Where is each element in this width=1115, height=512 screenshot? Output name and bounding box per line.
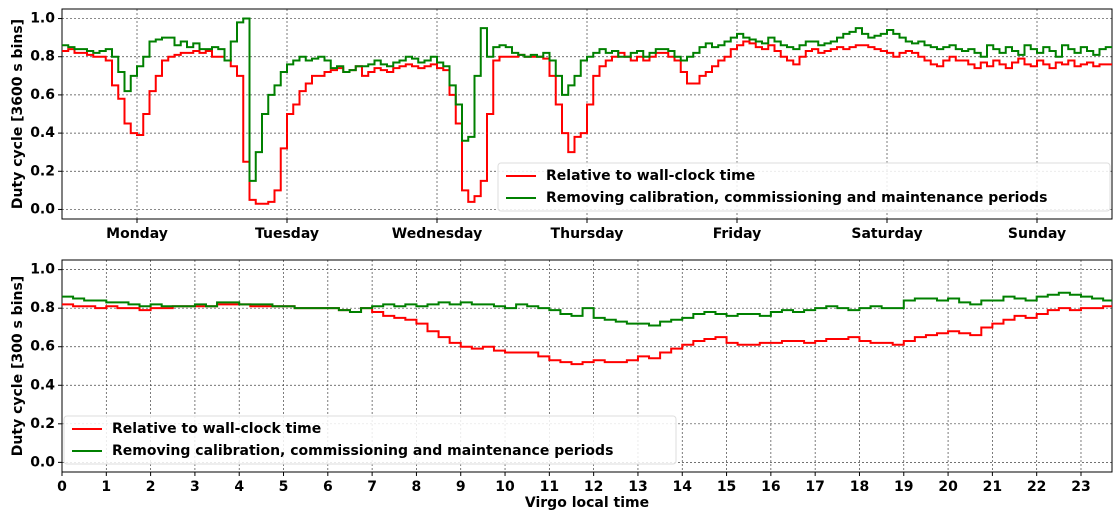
x-tick-label: 10 [495,479,515,495]
x-tick-label: 2 [146,479,156,495]
axes-frame [61,259,1113,473]
x-tick-label: Tuesday [255,226,319,242]
x-tick-label: 7 [367,479,377,495]
x-tick-label: 8 [412,479,422,495]
x-tick-label: 23 [1071,479,1090,495]
legend-box [497,162,1111,212]
y-tick-label: 0.4 [30,125,55,141]
plot-lines [62,291,1112,366]
y-tick-label: 0.8 [30,49,55,65]
x-axis-label: Virgo local time [525,495,649,511]
x-tick-label: Saturday [851,226,922,242]
x-tick-label: 4 [234,479,244,495]
x-tick-label: Friday [713,226,762,242]
x-tick-label: Thursday [551,226,624,242]
y-tick-label: 0.2 [30,163,55,179]
y-tick-label: 0.6 [30,87,55,103]
legend-label: Removing calibration, commissioning and … [546,190,1047,206]
y-tick-label: 1.0 [30,11,55,27]
x-tick-label: 9 [456,479,466,495]
y-tick-label: 0.8 [30,300,55,316]
x-tick-label: 12 [584,479,603,495]
series-line [62,40,1112,205]
y-tick-label: 0.2 [30,416,55,432]
legend-label: Relative to wall-clock time [112,421,321,437]
x-tick-label: 22 [1027,479,1046,495]
x-tick-label: 13 [628,479,647,495]
x-tick-label: 16 [761,479,780,495]
x-tick-label: 21 [983,479,1002,495]
y-axis-label: Duty cycle [3600 s bins] [10,19,26,209]
x-tick-label: 6 [323,479,333,495]
x-tick-label: 19 [894,479,913,495]
x-tick-label: Monday [106,226,168,242]
x-tick-label: 20 [938,479,958,495]
plot-lines [62,17,1112,205]
series-line [62,303,1112,366]
y-tick-label: 1.0 [30,262,55,278]
axes-frame [61,8,1113,220]
x-tick-label: 17 [805,479,824,495]
x-tick-label: Sunday [1008,226,1066,242]
x-tick-label: 1 [101,479,111,495]
x-tick-label: 15 [717,479,736,495]
y-tick-label: 0.4 [30,377,55,393]
y-tick-label: 0.0 [30,201,55,217]
legend: Relative to wall-clock time Removing cali… [63,415,677,465]
legend-label: Removing calibration, commissioning and … [112,443,613,459]
x-tick-label: 3 [190,479,200,495]
x-tick-label: 11 [540,479,559,495]
x-tick-label: 5 [279,479,289,495]
x-tick-label: 0 [57,479,67,495]
series-line [62,17,1112,182]
y-tick-label: 0.0 [30,454,55,470]
x-tick-label: 14 [673,479,693,495]
legend-label: Relative to wall-clock time [546,168,755,184]
legend: Relative to wall-clock time Removing cali… [497,162,1111,212]
y-tick-label: 0.6 [30,339,55,355]
x-tick-label: Wednesday [392,226,482,242]
y-axis-label: Duty cycle [300 s bins] [10,276,26,456]
legend-box [63,415,677,465]
series-line [62,291,1112,327]
x-tick-label: 18 [850,479,869,495]
